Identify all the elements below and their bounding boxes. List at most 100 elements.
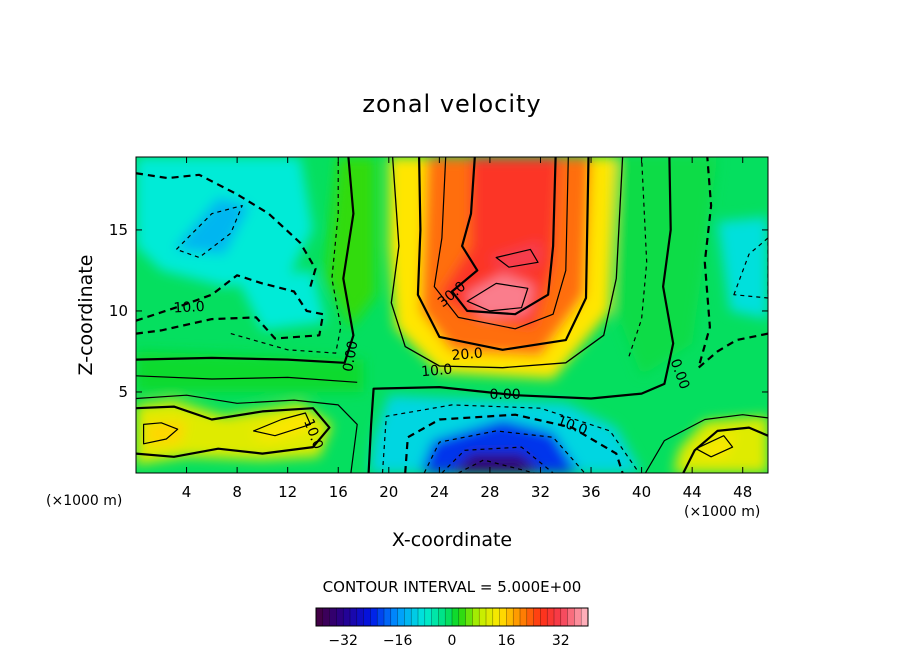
colorbar-cell bbox=[390, 608, 398, 626]
colorbar-cell bbox=[492, 608, 500, 626]
colorbar-cell bbox=[452, 608, 460, 626]
colorbar-cell bbox=[472, 608, 480, 626]
x-tick-label: 4 bbox=[182, 483, 192, 501]
colorbar-cell bbox=[479, 608, 487, 626]
colorbar-cell bbox=[526, 608, 534, 626]
contour-neg5-right bbox=[697, 157, 768, 369]
contour-neg10-bottom bbox=[404, 413, 624, 473]
x-unit-left: (×1000 m) bbox=[46, 493, 122, 509]
region-upper-green bbox=[325, 157, 377, 328]
y-tick-label: 15 bbox=[109, 221, 128, 239]
x-tick-label: 32 bbox=[531, 483, 550, 501]
contour-neg10-left bbox=[136, 274, 325, 340]
colorbar-cell bbox=[370, 608, 378, 626]
x-unit-right: (×1000 m) bbox=[684, 504, 760, 520]
contour-neg5-right-mid bbox=[628, 157, 648, 357]
region-right-cyan bbox=[717, 217, 768, 320]
colorbar-cell bbox=[540, 608, 548, 626]
contour-lines bbox=[136, 157, 768, 473]
contour-label: 10.0 bbox=[421, 362, 453, 381]
contour-ten-left bbox=[136, 405, 331, 458]
contour-label-group: 0.00 bbox=[340, 340, 361, 373]
contour-label-group: 10.0 bbox=[421, 362, 453, 381]
colorbar-cell bbox=[356, 608, 364, 626]
contour-ten-bottom-jet bbox=[390, 157, 624, 369]
colorbar-cell bbox=[343, 608, 351, 626]
colorbar-cell bbox=[404, 608, 412, 626]
colorbar-cell bbox=[581, 608, 589, 626]
colorbar-cell bbox=[499, 608, 507, 626]
region-jet-core bbox=[464, 273, 535, 318]
x-tick-label: 20 bbox=[379, 483, 398, 501]
colorbar-tick-labels: −32 −16 0 16 32 bbox=[328, 633, 569, 649]
contour-zero-left bbox=[136, 157, 355, 364]
y-tick-label: 10 bbox=[109, 302, 128, 320]
colorbar-cell bbox=[336, 608, 344, 626]
colorbar-cell bbox=[513, 608, 521, 626]
region-left-yellow bbox=[136, 400, 332, 465]
contour-neg10-right bbox=[733, 237, 768, 299]
region-left-core bbox=[173, 197, 250, 255]
x-tick-label: 44 bbox=[683, 483, 702, 501]
y-axis-label: Z-coordinate bbox=[75, 255, 97, 376]
region-jet-upper-core bbox=[489, 241, 541, 271]
contour-fifteen-right bbox=[695, 435, 734, 458]
colorbar-cell bbox=[465, 608, 473, 626]
contour-fifteen-left bbox=[143, 422, 179, 445]
contour-thirtyfive-core bbox=[466, 282, 529, 312]
colorbar-cell bbox=[438, 608, 446, 626]
contour-interval: CONTOUR INTERVAL = 5.000E+00 bbox=[323, 578, 582, 596]
x-tick-label: 12 bbox=[278, 483, 297, 501]
contour-label: 20.0 bbox=[451, 345, 483, 364]
colorbar-cell bbox=[567, 608, 575, 626]
colorbar-cell bbox=[397, 608, 405, 626]
contour-label-group: 0.00 bbox=[490, 387, 521, 403]
x-tick-label: 24 bbox=[430, 483, 449, 501]
colorbar-tick-label: −32 bbox=[328, 633, 358, 649]
colorbar-cell bbox=[520, 608, 528, 626]
contour-fifteen-mid bbox=[253, 412, 311, 437]
colorbar-cell bbox=[554, 608, 562, 626]
x-tick-label: 48 bbox=[733, 483, 752, 501]
contour-label: 0.00 bbox=[340, 340, 361, 373]
x-tick-label: 36 bbox=[581, 483, 600, 501]
contour-neg5-left-mid bbox=[230, 157, 342, 354]
contour-neg20-bottom bbox=[441, 446, 554, 473]
colorbar-tick-label: 32 bbox=[552, 633, 570, 649]
colorbar-cell bbox=[316, 608, 324, 626]
x-tick-label: 16 bbox=[329, 483, 348, 501]
contour-neg10-upper-left bbox=[175, 205, 243, 259]
y-tick-label: 5 bbox=[118, 383, 128, 401]
contour-twentyfive bbox=[433, 157, 569, 330]
colorbar-cell bbox=[322, 608, 330, 626]
contour-thirty bbox=[450, 157, 557, 316]
colorbar-cell bbox=[377, 608, 385, 626]
colorbar-cell bbox=[486, 608, 494, 626]
x-tick-label: 8 bbox=[232, 483, 242, 501]
chart-title: zonal velocity bbox=[362, 90, 541, 118]
x-axis-label: X-coordinate bbox=[392, 529, 512, 551]
colorbar-cell bbox=[533, 608, 541, 626]
colorbar-frame bbox=[315, 607, 589, 627]
y-axis: 5 10 15 bbox=[109, 221, 768, 401]
contour-label: 10.0 bbox=[173, 299, 205, 317]
plot-frame bbox=[135, 156, 769, 474]
region-left-orange bbox=[146, 421, 187, 446]
colorbar-cell bbox=[384, 608, 392, 626]
colorbar-cell bbox=[424, 608, 432, 626]
contour-five-right bbox=[644, 414, 768, 473]
colorbar-cell bbox=[458, 608, 466, 626]
colorbar-cell bbox=[574, 608, 582, 626]
colorbar-tick-label: 0 bbox=[448, 633, 457, 649]
colorbar-cell bbox=[445, 608, 453, 626]
contour-five-left bbox=[136, 394, 358, 473]
velocity-field bbox=[136, 157, 768, 473]
contour-zero-bottom bbox=[367, 157, 675, 473]
contour-five-mid bbox=[136, 375, 358, 383]
x-tick-label: 28 bbox=[480, 483, 499, 501]
x-tick-label: 40 bbox=[632, 483, 651, 501]
colorbar-cell bbox=[431, 608, 439, 626]
colorbar-cell bbox=[547, 608, 555, 626]
contour-neg5-upper-left bbox=[136, 172, 317, 287]
